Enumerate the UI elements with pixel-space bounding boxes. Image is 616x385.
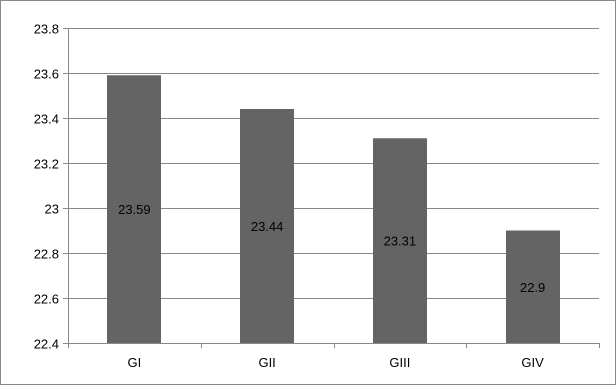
data-label: 23.44 <box>251 219 284 234</box>
bar-gii <box>240 109 294 343</box>
bar-gi <box>107 75 161 343</box>
x-tick-label: GIII <box>389 355 410 370</box>
data-label: 23.59 <box>118 202 151 217</box>
labels: 22.4 22.6 22.8 23 23.2 23.4 23.6 23.8 23.59 GI 23.… <box>34 22 546 371</box>
bar-giii <box>373 138 427 343</box>
y-tick-label: 23.4 <box>34 112 59 127</box>
y-tick-label: 23 <box>45 202 59 217</box>
x-tick-label: GIV <box>521 355 544 370</box>
y-tick-label: 23.2 <box>34 157 59 172</box>
y-tick-label: 22.6 <box>34 292 59 307</box>
y-tick-label: 23.6 <box>34 67 59 82</box>
x-tick-label: GII <box>258 355 275 370</box>
y-tick-label: 22.8 <box>34 247 59 262</box>
data-label: 22.9 <box>520 280 545 295</box>
bars <box>107 75 560 343</box>
y-tick-label: 23.8 <box>34 22 59 37</box>
data-label: 23.31 <box>384 234 417 249</box>
x-tick-label: GI <box>128 355 142 370</box>
axes <box>63 28 600 348</box>
y-tick-label: 22.4 <box>34 337 59 352</box>
bar-giv <box>506 230 560 343</box>
